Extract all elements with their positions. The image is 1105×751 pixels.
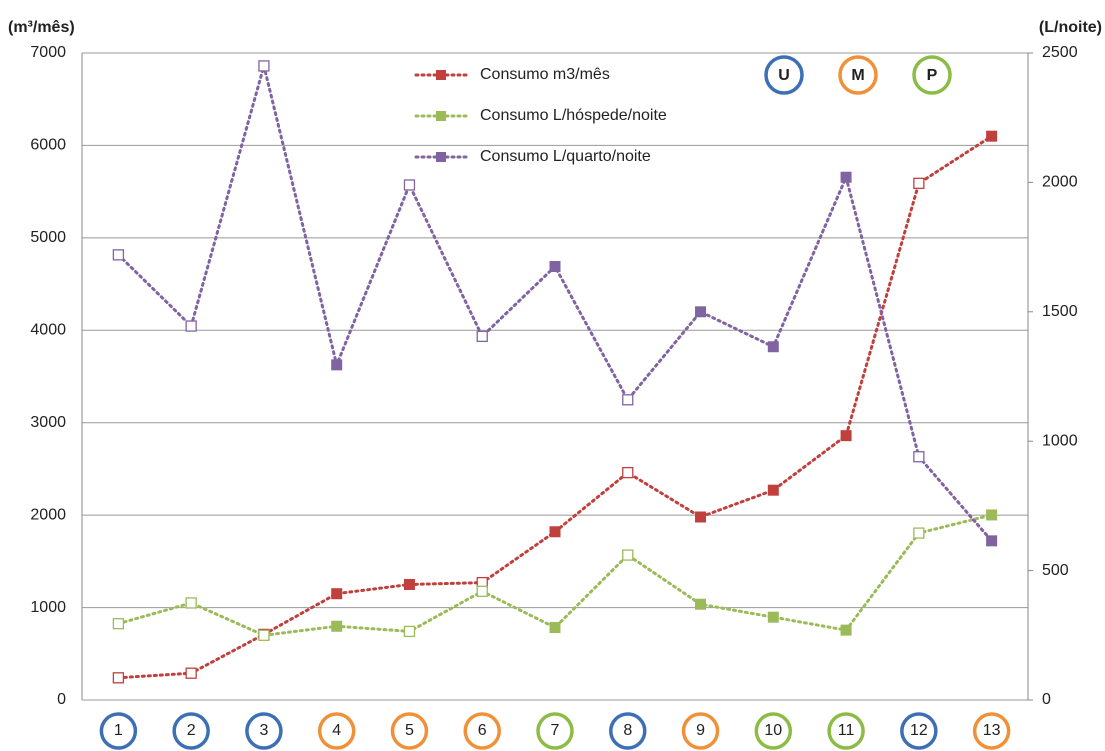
point-marker [331, 620, 343, 632]
x-tick-label: 5 [405, 722, 414, 739]
point-marker [767, 341, 779, 353]
y-tick-label: 0 [57, 691, 66, 708]
y-tick-label: 4000 [30, 322, 66, 339]
x-tick-label: 2 [187, 722, 196, 739]
point-marker [986, 130, 998, 142]
y2-tick-label: 1500 [1042, 303, 1078, 320]
y2-tick-label: 500 [1042, 562, 1069, 579]
x-tick-label: 7 [551, 722, 560, 739]
category-badge [900, 712, 938, 750]
point-marker [622, 549, 634, 561]
point-marker [185, 320, 197, 332]
legend-label: Consumo L/quarto/noite [480, 148, 651, 165]
point-marker [549, 261, 561, 273]
x-tick-label: 8 [623, 722, 632, 739]
point-marker [767, 611, 779, 623]
x-tick-label: 10 [764, 722, 782, 739]
x-tick-label: 11 [838, 722, 855, 739]
point-marker [476, 585, 488, 597]
category-badge [172, 712, 210, 750]
point-marker [913, 177, 925, 189]
point-marker [258, 60, 270, 72]
x-tick-label: 9 [696, 722, 705, 739]
y-tick-label: 6000 [30, 137, 66, 154]
group-badge [838, 55, 878, 95]
y-tick-label: 5000 [30, 229, 66, 246]
point-marker [331, 359, 343, 371]
y-tick-label: 2000 [30, 506, 66, 523]
y2-axis-title: (L/noite) [1039, 19, 1102, 36]
category-badge [390, 712, 429, 750]
category-badge [827, 712, 865, 750]
point-marker [403, 625, 416, 638]
y-axis-title: (m³/mês) [8, 19, 75, 36]
point-marker [913, 527, 925, 539]
group-badge [912, 55, 952, 95]
legend-marker [436, 111, 446, 121]
point-marker [476, 330, 488, 343]
point-marker [695, 511, 707, 523]
x-tick-label: 13 [983, 722, 1001, 739]
point-marker [986, 509, 998, 521]
x-tick-label: 1 [114, 722, 123, 739]
legend-label: Consumo L/hóspede/noite [480, 107, 667, 124]
y2-tick-label: 2500 [1042, 44, 1078, 61]
group-badge [764, 55, 804, 95]
point-marker [913, 451, 925, 463]
category-badge [317, 712, 356, 750]
legend-marker [436, 152, 446, 162]
point-marker [622, 394, 634, 406]
y-tick-label: 7000 [30, 44, 66, 61]
category-badge [99, 712, 138, 750]
point-marker [986, 535, 998, 547]
category-badge [463, 712, 501, 750]
point-marker [112, 618, 125, 630]
x-tick-label: 12 [910, 722, 928, 739]
y2-tick-label: 2000 [1042, 174, 1078, 191]
x-tick-label: 4 [332, 722, 341, 739]
y2-tick-label: 1000 [1042, 432, 1078, 449]
category-badge [972, 712, 1011, 750]
group-label: U [778, 67, 790, 84]
point-marker [403, 179, 416, 191]
legend-marker [436, 70, 446, 80]
point-marker [112, 672, 125, 684]
group-label: M [851, 67, 864, 84]
point-marker [840, 430, 852, 442]
point-marker [185, 597, 197, 609]
category-badge [754, 712, 793, 750]
category-badge [536, 712, 574, 750]
point-marker [403, 578, 415, 590]
point-marker [258, 629, 270, 641]
point-marker [185, 667, 197, 679]
category-badge [609, 712, 647, 750]
series-line [116, 134, 994, 680]
group-label: P [927, 67, 938, 84]
legend-label: Consumo m3/mês [480, 66, 610, 83]
point-marker [331, 588, 343, 600]
x-tick-label: 3 [259, 722, 268, 739]
point-marker [549, 526, 561, 538]
point-marker [622, 466, 634, 479]
point-marker [695, 306, 707, 318]
y-tick-label: 3000 [30, 414, 66, 431]
point-marker [840, 624, 852, 636]
x-tick-label: 6 [478, 722, 487, 739]
series-line [116, 60, 994, 543]
category-badge [245, 712, 283, 750]
point-marker [767, 484, 779, 496]
point-marker [695, 598, 707, 610]
y-tick-label: 1000 [30, 599, 66, 616]
point-marker [112, 249, 125, 261]
point-marker [840, 171, 852, 183]
point-marker [549, 622, 561, 634]
y2-tick-label: 0 [1042, 691, 1051, 708]
category-badge [681, 712, 720, 750]
